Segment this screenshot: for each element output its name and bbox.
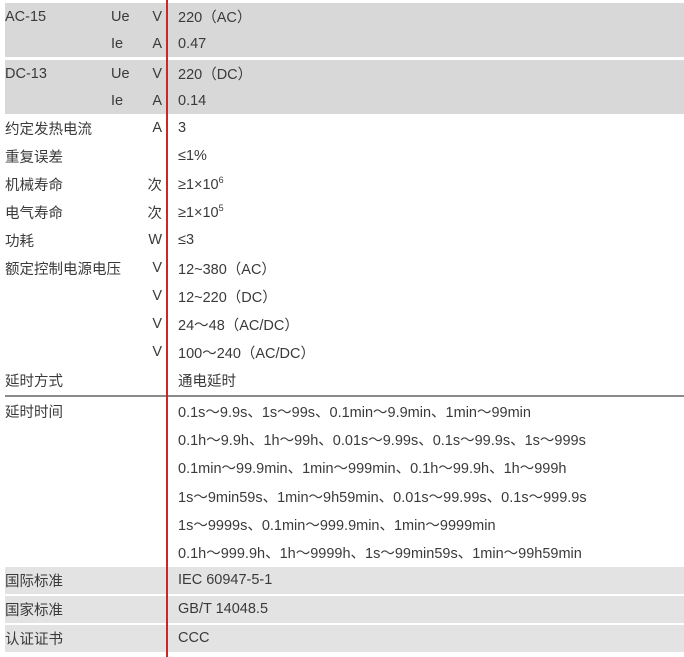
row-label: 约定发热电流 bbox=[5, 121, 92, 138]
row-label: 国际标准 bbox=[5, 573, 63, 590]
row-unit: V bbox=[152, 65, 162, 82]
row-value: 0.47 bbox=[178, 35, 207, 52]
row-value: CCC bbox=[178, 630, 210, 647]
table-row: 延时方式 通电延时 bbox=[5, 366, 684, 394]
table-row: 0.1h～9.9h、1h～99h、0.01s～9.99s、0.1s～99.9s、… bbox=[5, 425, 684, 453]
row-sublabel: Ue bbox=[111, 8, 130, 25]
row-value: 0.14 bbox=[178, 92, 207, 109]
row-unit: 次 bbox=[147, 205, 163, 222]
table-row: 延时时间 0.1s～9.9s、1s～99s、0.1min～9.9min、1min～… bbox=[5, 397, 684, 425]
table-row: 国际标准 IEC 60947-5-1 bbox=[5, 566, 684, 594]
row-sublabel: Ie bbox=[111, 35, 124, 52]
column-divider bbox=[166, 0, 168, 657]
row-label: 额定控制电源电压 bbox=[5, 261, 121, 278]
row-value: 通电延时 bbox=[178, 373, 236, 390]
row-unit: V bbox=[152, 316, 162, 332]
table-row: 额定控制电源电压 V 12~380（AC） bbox=[5, 254, 684, 282]
row-value: ≤3 bbox=[178, 232, 195, 248]
table-row: 电气寿命 次 ≥1×105 bbox=[5, 198, 684, 226]
table-row: Ie A 0.47 bbox=[5, 30, 684, 57]
row-unit: W bbox=[148, 232, 162, 248]
row-label: 电气寿命 bbox=[5, 205, 63, 222]
row-value: 12~380（AC） bbox=[178, 261, 276, 278]
row-value: ≤1% bbox=[178, 148, 207, 164]
row-value: 3 bbox=[178, 120, 187, 136]
table-row: 认证证书 CCC bbox=[5, 624, 684, 652]
row-value: 0.1s～9.9s、1s～99s、0.1min～9.9min、1min～99mi… bbox=[178, 404, 531, 421]
row-value: 0.1h～9.9h、1h～99h、0.01s～9.99s、0.1s～99.9s、… bbox=[178, 432, 586, 449]
row-unit: V bbox=[152, 288, 162, 304]
table-row: 0.1min～99.9min、1min～999min、0.1h～99.9h、1h… bbox=[5, 454, 684, 482]
row-unit: 次 bbox=[147, 177, 163, 194]
table-row: 1s～9min59s、1min～9h59min、0.01s～99.99s、0.1… bbox=[5, 482, 684, 510]
row-value: 1s～9999s、0.1min～999.9min、1min～9999min bbox=[178, 517, 496, 534]
row-sublabel: Ie bbox=[111, 92, 124, 109]
table-row: V 100～240（AC/DC） bbox=[5, 338, 684, 366]
table-row: V 24～48（AC/DC） bbox=[5, 310, 684, 338]
table-row: DC-13 Ue V 220（DC） bbox=[5, 60, 684, 87]
row-value: 0.1h～999.9h、1h～9999h、1s～99min59s、1min～99… bbox=[178, 546, 582, 563]
row-unit: A bbox=[152, 92, 162, 109]
row-label: 重复误差 bbox=[5, 149, 63, 166]
table-row: 1s～9999s、0.1min～999.9min、1min～9999min bbox=[5, 510, 684, 538]
row-unit: V bbox=[152, 260, 162, 276]
row-label: 认证证书 bbox=[5, 631, 63, 648]
row-unit: V bbox=[152, 344, 162, 360]
row-label: DC-13 bbox=[5, 65, 47, 82]
row-label: 机械寿命 bbox=[5, 177, 63, 194]
table-row: Ie A 0.14 bbox=[5, 87, 684, 114]
table-row: 约定发热电流 A 3 bbox=[5, 114, 684, 142]
table-row: 0.1h～999.9h、1h～9999h、1s～99min59s、1min～99… bbox=[5, 538, 684, 566]
row-value: ≥1×106 bbox=[178, 175, 224, 193]
table-row: AC-15 Ue V 220（AC） bbox=[5, 3, 684, 30]
table-row: 国家标准 GB/T 14048.5 bbox=[5, 595, 684, 623]
row-value: 24～48（AC/DC） bbox=[178, 317, 299, 334]
row-value: 0.1min～99.9min、1min～999min、0.1h～99.9h、1h… bbox=[178, 461, 567, 478]
row-value: 12~220（DC） bbox=[178, 289, 277, 306]
divider bbox=[5, 395, 684, 397]
row-value: 100～240（AC/DC） bbox=[178, 345, 315, 362]
row-unit: V bbox=[152, 8, 162, 25]
spec-table: AC-15 Ue V 220（AC） Ie A 0.47 DC-13 Ue V 220（DC） … bbox=[5, 3, 684, 652]
table-row: 功耗 W ≤3 bbox=[5, 226, 684, 254]
table-row: V 12~220（DC） bbox=[5, 282, 684, 310]
table-row: 重复误差 ≤1% bbox=[5, 142, 684, 170]
row-label: 延时时间 bbox=[5, 404, 63, 421]
row-value: GB/T 14048.5 bbox=[178, 601, 269, 618]
row-label: 延时方式 bbox=[5, 373, 63, 390]
row-value: IEC 60947-5-1 bbox=[178, 572, 273, 589]
row-unit: A bbox=[152, 120, 162, 136]
row-label: 功耗 bbox=[5, 233, 34, 250]
row-value: 220（AC） bbox=[178, 10, 252, 26]
row-label: 国家标准 bbox=[5, 602, 63, 619]
row-unit: A bbox=[152, 35, 162, 52]
row-value: 1s～9min59s、1min～9h59min、0.01s～99.99s、0.1… bbox=[178, 489, 587, 506]
row-label: AC-15 bbox=[5, 8, 47, 25]
row-value: 220（DC） bbox=[178, 67, 253, 83]
row-sublabel: Ue bbox=[111, 65, 130, 82]
row-value: ≥1×105 bbox=[178, 203, 224, 221]
table-row: 机械寿命 次 ≥1×106 bbox=[5, 170, 684, 198]
